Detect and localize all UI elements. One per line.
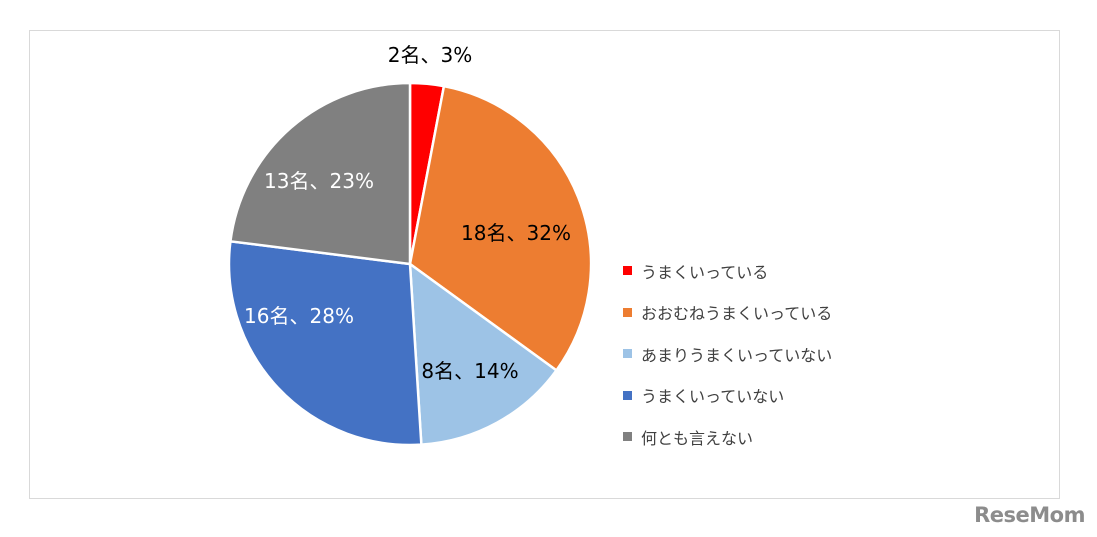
pie-slice	[227, 239, 423, 447]
legend-label: 何とも言えない	[641, 428, 754, 448]
legend: うまくいっている おおむねうまくいっている あまりうまくいっていない うまくいっ…	[623, 250, 832, 458]
legend-swatch	[623, 307, 632, 317]
slice-data-label: 18名、32%	[461, 221, 571, 245]
legend-swatch	[623, 432, 632, 442]
pie-slice	[229, 81, 412, 266]
pie-slice	[408, 84, 593, 373]
legend-label: うまくいっている	[641, 262, 769, 282]
legend-item: うまくいっている	[623, 250, 832, 292]
legend-swatch	[623, 266, 632, 276]
pie-slice	[408, 261, 559, 446]
legend-label: あまりうまくいっていない	[641, 345, 833, 365]
slice-data-label: 8名、14%	[421, 359, 518, 383]
legend-swatch	[623, 349, 632, 359]
watermark-logo: ReseMom	[974, 503, 1085, 527]
slice-data-label: 13名、23%	[264, 169, 374, 193]
legend-label: おおむねうまくいっている	[641, 304, 833, 324]
legend-item: おおむねうまくいっている	[623, 292, 832, 334]
slice-data-label: 2名、3%	[388, 43, 472, 67]
legend-item: うまくいっていない	[623, 375, 832, 417]
legend-swatch	[623, 390, 632, 400]
legend-item: あまりうまくいっていない	[623, 333, 832, 375]
slice-data-label: 16名、28%	[244, 304, 354, 328]
legend-item: 何とも言えない	[623, 416, 832, 458]
legend-label: うまくいっていない	[641, 387, 785, 407]
